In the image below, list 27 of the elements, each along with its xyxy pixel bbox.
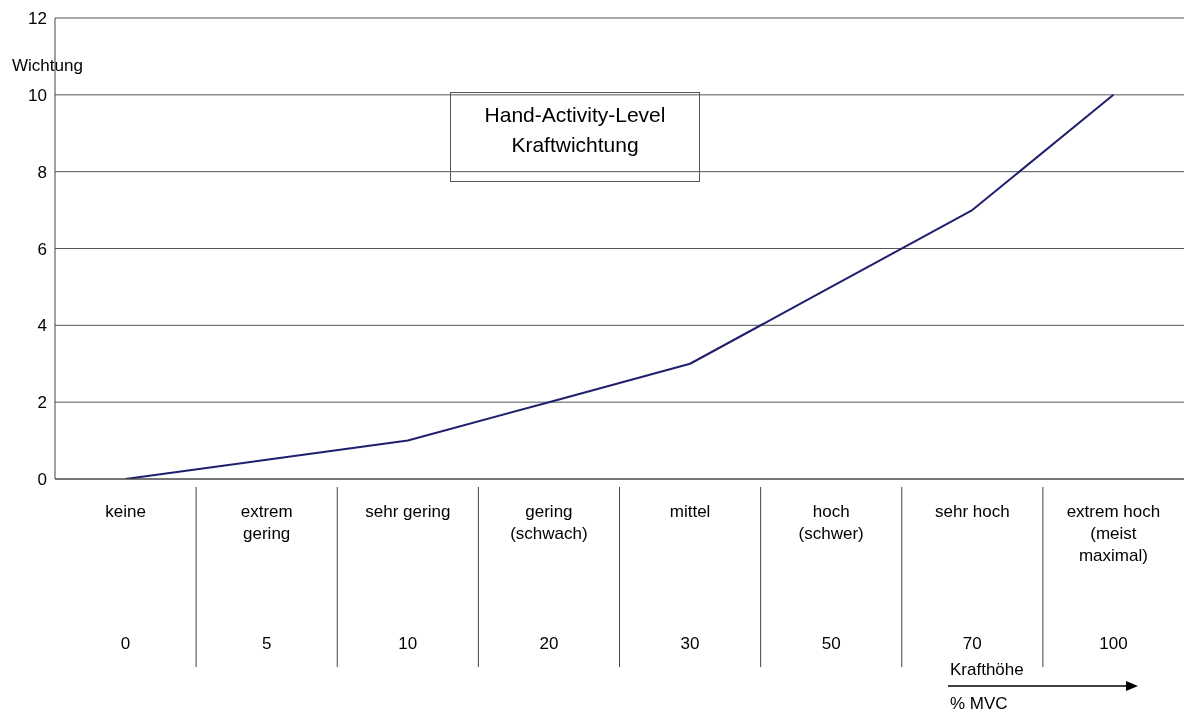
text: 100: [1099, 634, 1128, 653]
text: 5: [261, 634, 272, 653]
y-tick-label: 10: [28, 85, 47, 105]
y-tick-label: 12: [28, 9, 47, 29]
y-axis-title: Wichtung: [12, 56, 83, 76]
text: 10: [398, 634, 418, 653]
text: 50: [821, 634, 841, 653]
x-tick-label: hoch (schwer): [798, 502, 864, 543]
text: 70: [962, 634, 982, 653]
y-tick-label: 6: [37, 239, 47, 259]
text: 0: [120, 634, 131, 653]
text: 20: [539, 634, 559, 653]
x-tick-label: extrem hoch (meist maximal): [1066, 502, 1161, 565]
x-tick-label: sehr hoch: [934, 502, 1010, 521]
text: % MVC: [950, 694, 1008, 710]
x-tick-label: mittel: [669, 502, 711, 521]
text: 30: [680, 634, 700, 653]
x-tick-label: sehr gering: [365, 502, 451, 521]
x-tick-label: gering (schwach): [510, 502, 588, 543]
y-tick-label: 8: [37, 162, 47, 182]
y-tick-label: 4: [37, 316, 47, 336]
y-tick-label: 2: [37, 393, 47, 413]
x-tick-label: keine: [105, 502, 146, 521]
text: Hand-Activity-Level Kraftwichtung: [483, 102, 667, 158]
y-tick-label: 0: [37, 470, 47, 490]
text: Krafthöhe: [950, 660, 1024, 680]
x-tick-label: extrem gering: [240, 502, 293, 543]
